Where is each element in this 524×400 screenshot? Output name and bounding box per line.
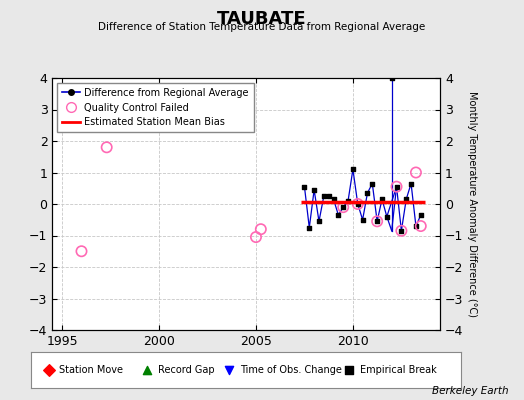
Point <box>143 367 151 373</box>
Point <box>252 234 260 240</box>
Point <box>344 198 352 204</box>
Point <box>392 184 401 190</box>
Point <box>310 187 319 193</box>
Point <box>257 226 265 232</box>
Point <box>354 201 362 207</box>
Point <box>300 184 309 190</box>
Text: Station Move: Station Move <box>59 365 123 375</box>
Point <box>412 169 420 176</box>
Point <box>320 193 328 199</box>
Point <box>363 190 372 196</box>
Point <box>315 218 323 224</box>
Point <box>378 196 386 202</box>
Point <box>324 193 333 199</box>
Point <box>368 180 377 187</box>
Text: TAUBATE: TAUBATE <box>217 10 307 28</box>
Point <box>397 228 406 234</box>
Point <box>349 166 357 172</box>
Text: Time of Obs. Change: Time of Obs. Change <box>240 365 342 375</box>
Point <box>339 204 347 210</box>
Text: Empirical Break: Empirical Break <box>360 365 437 375</box>
Point <box>334 212 343 218</box>
Point <box>392 184 401 190</box>
Point <box>417 212 425 218</box>
Point <box>417 223 425 229</box>
Point <box>388 75 396 81</box>
Point <box>305 224 313 231</box>
Point <box>402 196 410 202</box>
Text: Berkeley Earth: Berkeley Earth <box>432 386 508 396</box>
Point <box>407 180 416 187</box>
Point <box>339 204 347 210</box>
Point <box>383 214 391 220</box>
Point <box>412 223 420 229</box>
Point <box>78 248 86 254</box>
Point <box>330 196 338 202</box>
Point <box>358 216 367 223</box>
Text: Difference of Station Temperature Data from Regional Average: Difference of Station Temperature Data f… <box>99 22 425 32</box>
Point <box>103 144 111 150</box>
Point <box>397 228 406 234</box>
Point <box>45 367 53 373</box>
Point <box>373 218 381 224</box>
Point <box>354 201 362 207</box>
Text: Record Gap: Record Gap <box>158 365 215 375</box>
Point <box>225 367 233 373</box>
Y-axis label: Monthly Temperature Anomaly Difference (°C): Monthly Temperature Anomaly Difference (… <box>467 91 477 317</box>
Point <box>373 218 381 224</box>
Point <box>345 367 354 373</box>
Legend: Difference from Regional Average, Quality Control Failed, Estimated Station Mean: Difference from Regional Average, Qualit… <box>57 83 254 132</box>
